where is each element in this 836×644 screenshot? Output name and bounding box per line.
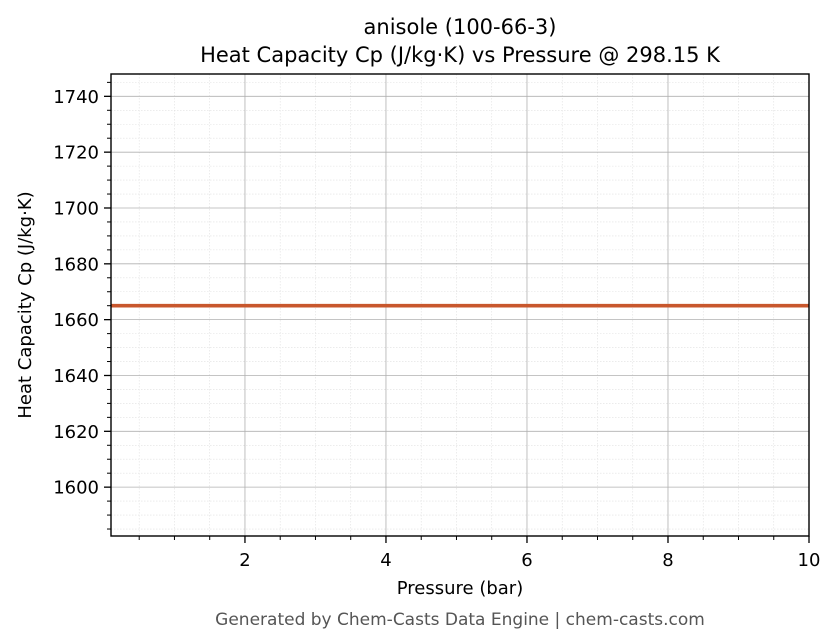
chart-title-line1: anisole (100-66-3) <box>364 15 557 39</box>
plot-frame <box>110 73 810 537</box>
y-tick-label: 1640 <box>53 366 99 387</box>
footer-credit: Generated by Chem-Casts Data Engine | ch… <box>215 610 705 630</box>
axis-ticks <box>104 81 810 543</box>
y-tick-label: 1740 <box>53 87 99 108</box>
x-tick-label: 8 <box>662 550 673 571</box>
x-tick-label: 2 <box>239 550 250 571</box>
y-tick-label: 1620 <box>53 422 99 443</box>
y-tick-label: 1680 <box>53 254 99 275</box>
x-tick-label: 4 <box>380 550 391 571</box>
chart-title-line2: Heat Capacity Cp (J/kg·K) vs Pressure @ … <box>200 43 721 67</box>
y-axis-label: Heat Capacity Cp (J/kg·K) <box>15 191 36 418</box>
x-tick-label: 10 <box>798 550 821 571</box>
y-tick-label: 1660 <box>53 310 99 331</box>
y-tick-label: 1700 <box>53 198 99 219</box>
axis-tick-labels: 2 4 6 8 10 1600 1620 1640 1660 1680 1700 1720 1740 <box>53 87 820 571</box>
y-tick-label: 1720 <box>53 143 99 164</box>
x-tick-label: 6 <box>521 550 532 571</box>
y-tick-label: 1600 <box>53 478 99 499</box>
minor-grid <box>111 74 809 536</box>
x-axis-label: Pressure (bar) <box>397 578 523 599</box>
